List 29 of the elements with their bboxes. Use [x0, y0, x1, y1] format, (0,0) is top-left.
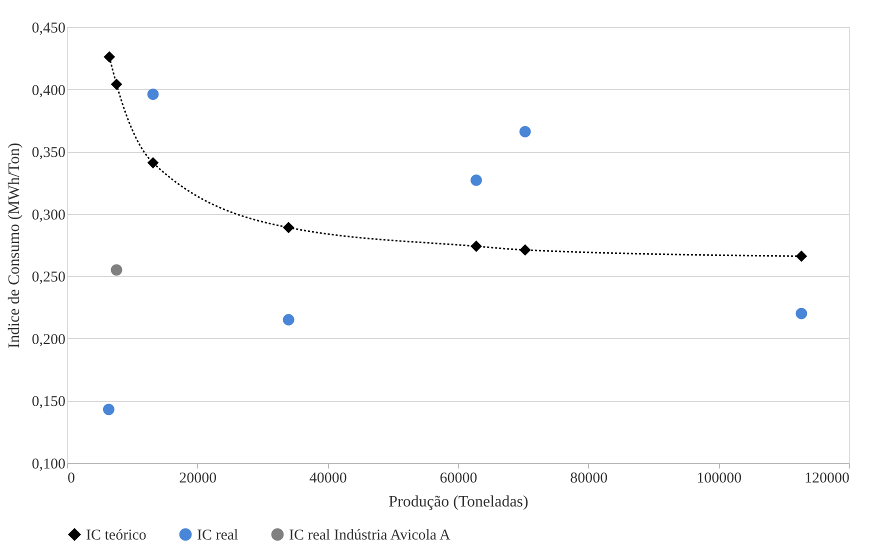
point [796, 308, 808, 320]
y-tick-label: 0,300 [32, 207, 66, 224]
y-axis-title: Indice de Consumo (MWh/Ton) [6, 142, 23, 348]
point [796, 250, 808, 262]
x-tick-label: 120000 [804, 470, 850, 486]
point [103, 404, 114, 416]
y-tick-label: 0,250 [32, 270, 66, 286]
y-tick-label: 0,400 [32, 82, 66, 99]
point [147, 88, 159, 100]
legend-label: IC real Indústria Avicola A [289, 528, 451, 544]
y-tick-label: 0,150 [32, 394, 66, 410]
x-axis-title: Produção (Toneladas) [388, 494, 528, 510]
y-tick-label: 0,450 [32, 20, 66, 36]
point [470, 174, 482, 186]
x-tick-label: 40000 [309, 470, 347, 486]
y-tick-label: 0,100 [32, 456, 66, 472]
point [519, 126, 531, 138]
x-tick-label: 0 [68, 470, 75, 486]
point [282, 314, 294, 326]
y-tick-label: 0,200 [32, 332, 66, 348]
legend-label: IC real [197, 528, 238, 544]
x-tick-label: 100000 [696, 470, 742, 486]
point [104, 51, 116, 63]
y-tick-label: 0,350 [32, 145, 66, 162]
x-tick-label: 80000 [570, 470, 608, 486]
point [110, 264, 122, 276]
legend-label: IC teórico [86, 528, 146, 544]
x-tick-label: 20000 [179, 470, 217, 486]
x-tick-label: 60000 [440, 470, 478, 486]
